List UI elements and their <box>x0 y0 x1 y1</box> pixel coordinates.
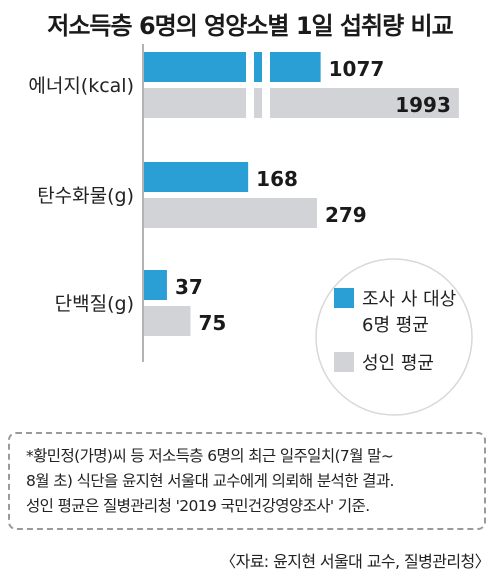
category-label-carbs: 탄수화물(g) <box>37 185 134 207</box>
data-label-protein-survey: 37 <box>175 275 203 299</box>
axis-break-gap-2 <box>262 50 270 120</box>
legend-label-adult: 성인 평균 <box>362 353 434 374</box>
bar-carbs-survey <box>144 162 249 192</box>
legend: 조사 사 대상 6명 평균 성인 평균 <box>315 258 473 416</box>
legend-label-survey-line2: 6명 평균 <box>362 315 429 336</box>
source-credit: 〈자료: 윤지현 서울대 교수, 질병관리청〉 <box>220 552 490 571</box>
bar-energy-adult <box>144 88 459 118</box>
legend-swatch-adult <box>334 352 354 372</box>
footnote-box: *황민정(가명)씨 등 저소득층 6명의 최근 일주일치(7월 말~ 8월 초)… <box>8 432 486 530</box>
data-label-carbs-adult: 279 <box>325 203 367 227</box>
footnote-line-2: 8월 초) 식단을 윤지현 서울대 교수에게 의뢰해 분석한 결과. <box>26 472 394 490</box>
legend-swatch-survey <box>334 288 354 308</box>
data-label-energy-survey: 1077 <box>329 57 385 81</box>
category-label-protein: 단백질(g) <box>55 293 134 315</box>
bar-protein-survey <box>144 270 167 300</box>
bar-protein-adult <box>144 306 191 336</box>
footnote-line-1: *황민정(가명)씨 등 저소득층 6명의 최근 일주일치(7월 말~ <box>26 447 394 465</box>
category-label-energy: 에너지(kcal) <box>28 75 134 97</box>
data-label-carbs-survey: 168 <box>256 167 298 191</box>
footnote-line-3: 성인 평균은 질병관리청 '2019 국민건강영양조사' 기준. <box>26 497 370 515</box>
data-label-energy-adult: 1993 <box>395 93 451 117</box>
bar-carbs-adult <box>144 198 317 228</box>
legend-background <box>315 258 473 416</box>
data-label-protein-adult: 75 <box>199 311 227 335</box>
bar-chart: 에너지(kcal) 1077 1993 탄수화물(g) 168 279 단백질(g) 37 75… <box>28 44 473 416</box>
axis-break-gap-1 <box>246 50 254 120</box>
legend-label-survey-line1: 조사 사 대상 <box>362 289 456 310</box>
bar-energy-survey <box>144 52 321 82</box>
chart-title: 저소득층 6명의 영양소별 1일 섭취량 비교 <box>47 12 453 40</box>
